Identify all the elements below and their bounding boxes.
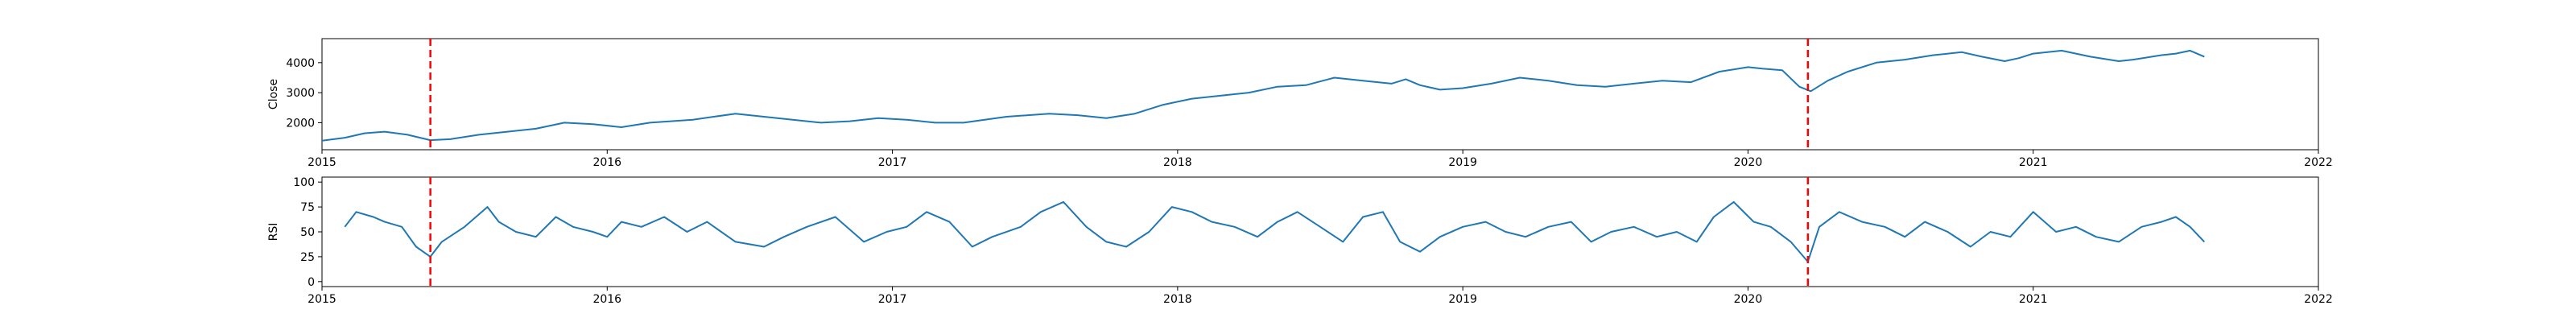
y-tick-label: 3000 xyxy=(286,87,315,100)
x-tick-label: 2022 xyxy=(2304,293,2333,306)
y-tick-label: 0 xyxy=(308,276,315,289)
x-tick-label: 2019 xyxy=(1448,156,1477,169)
x-tick-label: 2015 xyxy=(308,293,336,306)
x-tick-label: 2020 xyxy=(1734,293,1763,306)
x-tick-label: 2016 xyxy=(592,156,621,169)
y-axis-title: Close xyxy=(267,79,280,109)
rsi-line xyxy=(344,200,2206,263)
rsi-panel: 2015 2016 2017 2018 2019 2020 2021 2022 0 25 50 75 1… xyxy=(267,176,2333,306)
x-tick-label: 2018 xyxy=(1163,293,1192,306)
plot-frame xyxy=(321,38,2319,151)
x-tick-label: 2021 xyxy=(2019,156,2048,169)
x-tick-label: 2016 xyxy=(592,293,621,306)
x-tick-label: 2020 xyxy=(1734,156,1763,169)
y-tick-label: 4000 xyxy=(286,57,315,70)
y-tick-label: 25 xyxy=(300,251,315,264)
x-tick-label: 2018 xyxy=(1163,156,1192,169)
y-tick-label: 75 xyxy=(300,201,315,214)
y-tick-label: 100 xyxy=(293,176,315,189)
y-tick-label: 50 xyxy=(300,226,315,239)
x-tick-label: 2019 xyxy=(1448,293,1477,306)
x-tick-label: 2017 xyxy=(878,156,907,169)
x-tick-label: 2022 xyxy=(2304,156,2333,169)
close-price-panel: 2015 2016 2017 2018 2019 2020 2021 2022 2000 3000… xyxy=(267,38,2333,169)
x-tick-label: 2017 xyxy=(878,293,907,306)
x-tick-label: 2021 xyxy=(2019,293,2048,306)
y-axis-title: RSI xyxy=(267,223,280,242)
y-tick-label: 2000 xyxy=(286,117,315,130)
close-price-line xyxy=(321,49,2205,142)
x-tick-label: 2015 xyxy=(308,156,336,169)
